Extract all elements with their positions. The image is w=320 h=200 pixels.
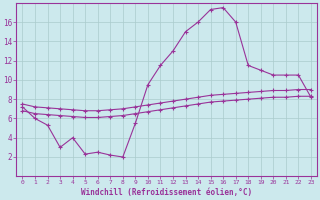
X-axis label: Windchill (Refroidissement éolien,°C): Windchill (Refroidissement éolien,°C) bbox=[81, 188, 252, 197]
